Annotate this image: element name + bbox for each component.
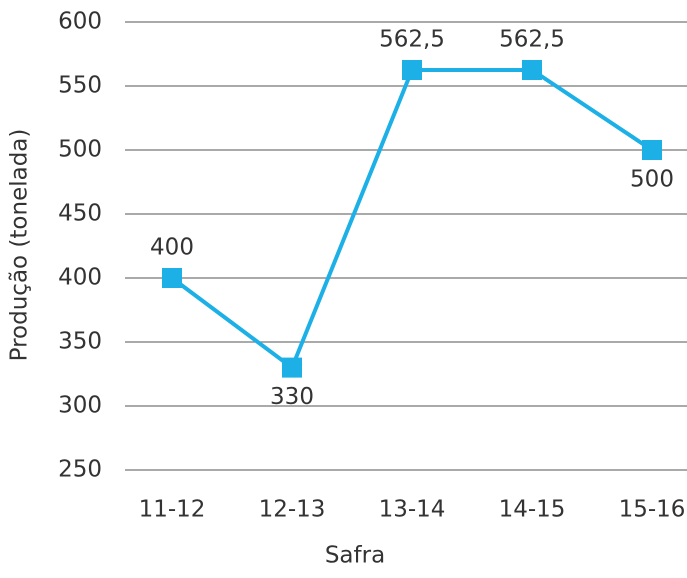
y-tick-label: 250 — [58, 457, 102, 483]
data-label: 330 — [270, 384, 314, 410]
x-tick-label: 11-12 — [139, 497, 206, 523]
x-tick-label: 15-16 — [619, 497, 686, 523]
data-label: 500 — [630, 167, 674, 193]
x-axis-title: Safra — [325, 543, 385, 569]
data-label: 562,5 — [499, 27, 565, 53]
y-tick-label: 500 — [58, 137, 102, 163]
x-tick-label: 14-15 — [499, 497, 566, 523]
x-tick-label: 13-14 — [379, 497, 446, 523]
x-tick-label: 12-13 — [259, 497, 326, 523]
y-tick-label: 550 — [58, 73, 102, 99]
marker — [642, 140, 662, 160]
data-label: 562,5 — [379, 27, 445, 53]
y-tick-label: 300 — [58, 393, 102, 419]
y-tick-label: 400 — [58, 265, 102, 291]
marker — [402, 60, 422, 80]
data-line — [170, 68, 654, 371]
y-axis-title: Produção (tonelada) — [7, 129, 33, 362]
y-tick-label: 350 — [58, 329, 102, 355]
marker — [162, 268, 182, 288]
marker — [282, 357, 302, 378]
y-tick-label: 600 — [58, 9, 102, 35]
data-label: 400 — [150, 235, 194, 261]
marker — [522, 60, 542, 80]
y-tick-label: 450 — [58, 201, 102, 227]
